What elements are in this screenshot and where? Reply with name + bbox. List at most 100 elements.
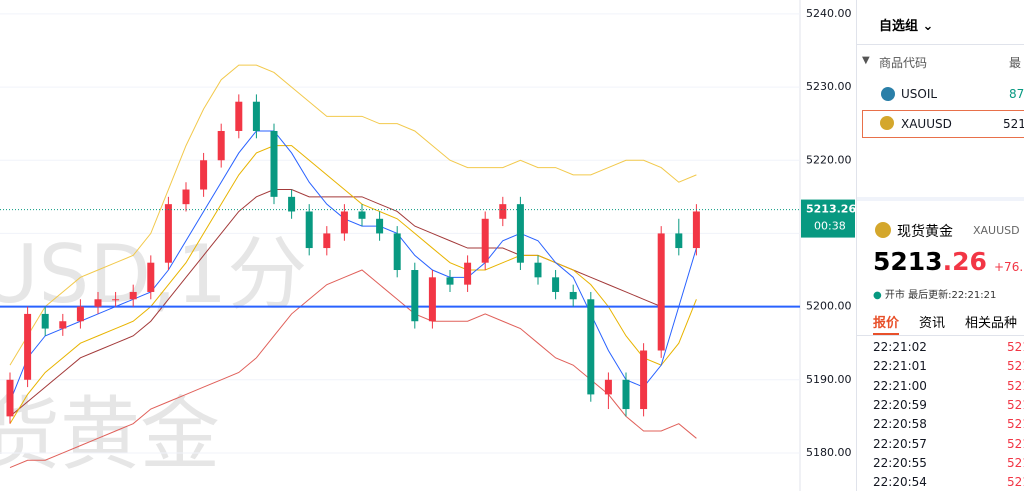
watch-row-selected[interactable]: XAUUSD 521 [862,110,1024,138]
y-tick-label: 5230.00 [806,80,852,93]
collapse-icon[interactable]: ▼ [862,55,870,66]
symbol-icon [875,222,891,238]
candle-body [129,291,137,300]
candle-body [552,277,560,292]
group-selector[interactable]: 自选组 ⌄ [879,19,934,34]
y-tick-label: 5180.00 [806,446,852,459]
candle-body [200,160,208,190]
last-price: 5213.26 [873,247,987,276]
candle-body [94,299,102,307]
candle-body [411,270,419,322]
tick-time: 22:21:00 [873,378,927,393]
price: 521 [1003,117,1024,131]
candle-body [270,130,278,197]
column-header: 商品代码 [879,56,928,70]
price-change: +76. [994,260,1024,274]
tick-price: 521 [1007,378,1024,393]
candle-body [358,211,366,219]
candle-body [604,379,612,395]
divider [857,197,1024,201]
tick-price: 521 [1007,455,1024,470]
candle-body [305,211,313,249]
tick-time: 22:21:01 [873,359,927,374]
instrument-symbol: XAUUSD [973,224,1020,237]
group-name: 自选组 [879,19,919,34]
tick-time: 22:20:59 [873,397,927,412]
candle-body [393,233,401,271]
y-tick-label: 5200.00 [806,300,852,313]
candle-body [569,291,577,300]
symbol-icon [881,87,895,101]
candle-body [59,321,67,329]
candle-body [164,204,172,263]
candle-body [235,101,243,131]
candle-body [376,218,384,234]
chart: USD,1分货黄金5240.005230.005220.005210.00520… [0,0,856,491]
candle-body [481,218,489,263]
indicator-line [9,130,697,402]
instrument-name: 现货黄金 [897,224,953,240]
price-decimal: .26 [942,247,987,276]
candle-body [499,204,507,219]
candle-body [112,299,120,301]
indicator-line [9,269,697,469]
y-tick-label: 5240.00 [806,7,852,20]
price-main: 5213 [873,247,943,276]
price-tag [801,199,855,238]
tick-time: 22:21:02 [873,340,927,354]
candle-body [24,313,32,380]
divider [857,335,1024,336]
candle-body [657,233,665,351]
tab[interactable]: 资讯 [919,316,946,331]
candle-body [446,277,454,285]
tick-price: 521 [1007,397,1024,412]
candle-body [692,211,700,249]
y-tick-label: 5220.00 [806,153,852,166]
status-line: ● 开市 最后更新:22:21:21 [873,290,997,301]
y-tick-label: 5190.00 [806,373,852,386]
tick-time: 22:20:54 [873,475,927,490]
tick-price: 521 [1007,436,1024,451]
symbol-icon [880,116,894,130]
candle-body [534,262,542,278]
market-status: 开市 [884,290,905,301]
tick-price: 521 [1007,475,1024,490]
price: 87 [1009,87,1024,101]
tick-time: 22:20:58 [873,417,927,432]
tab-active[interactable]: 报价 [873,312,900,335]
countdown: 00:38 [814,220,846,233]
candle-body [516,204,524,263]
tick-time: 22:20:57 [873,436,927,451]
price-tag-label: 5213.26 [806,203,856,216]
candle-body [6,379,14,417]
side-panel: 自选组 ⌄ ▼ 商品代码 最 USOIL 87 XAUUSD 521 现货黄金 … [856,0,1024,491]
tab[interactable]: 相关品种 [965,316,1018,331]
candle-body [640,350,648,410]
candle-body [182,189,190,205]
candle-body [288,196,296,212]
indicator-line [9,145,697,424]
tick-time: 22:20:55 [873,455,927,470]
candle-body [587,299,595,395]
candle-body [147,262,155,292]
candle-body [41,313,49,329]
symbol: XAUUSD [901,117,952,131]
candle-body [76,306,84,322]
candle-body [323,233,331,249]
watch-row[interactable]: USOIL 87 [857,84,1024,106]
candle-body [217,130,225,161]
update-time: 最后更新:22:21:21 [908,290,997,301]
divider [857,44,1024,45]
tick-price: 521 [1007,359,1024,374]
symbol: USOIL [901,87,938,101]
candle-body [340,211,348,234]
candle-body [464,262,472,285]
tick-price: 521 [1007,340,1024,354]
indicator-line [9,64,697,366]
column-header: 最 [1009,56,1022,70]
tick-price: 521 [1007,417,1024,432]
candle-body [428,277,436,322]
candle-body [252,101,260,131]
candle-body [675,233,683,249]
